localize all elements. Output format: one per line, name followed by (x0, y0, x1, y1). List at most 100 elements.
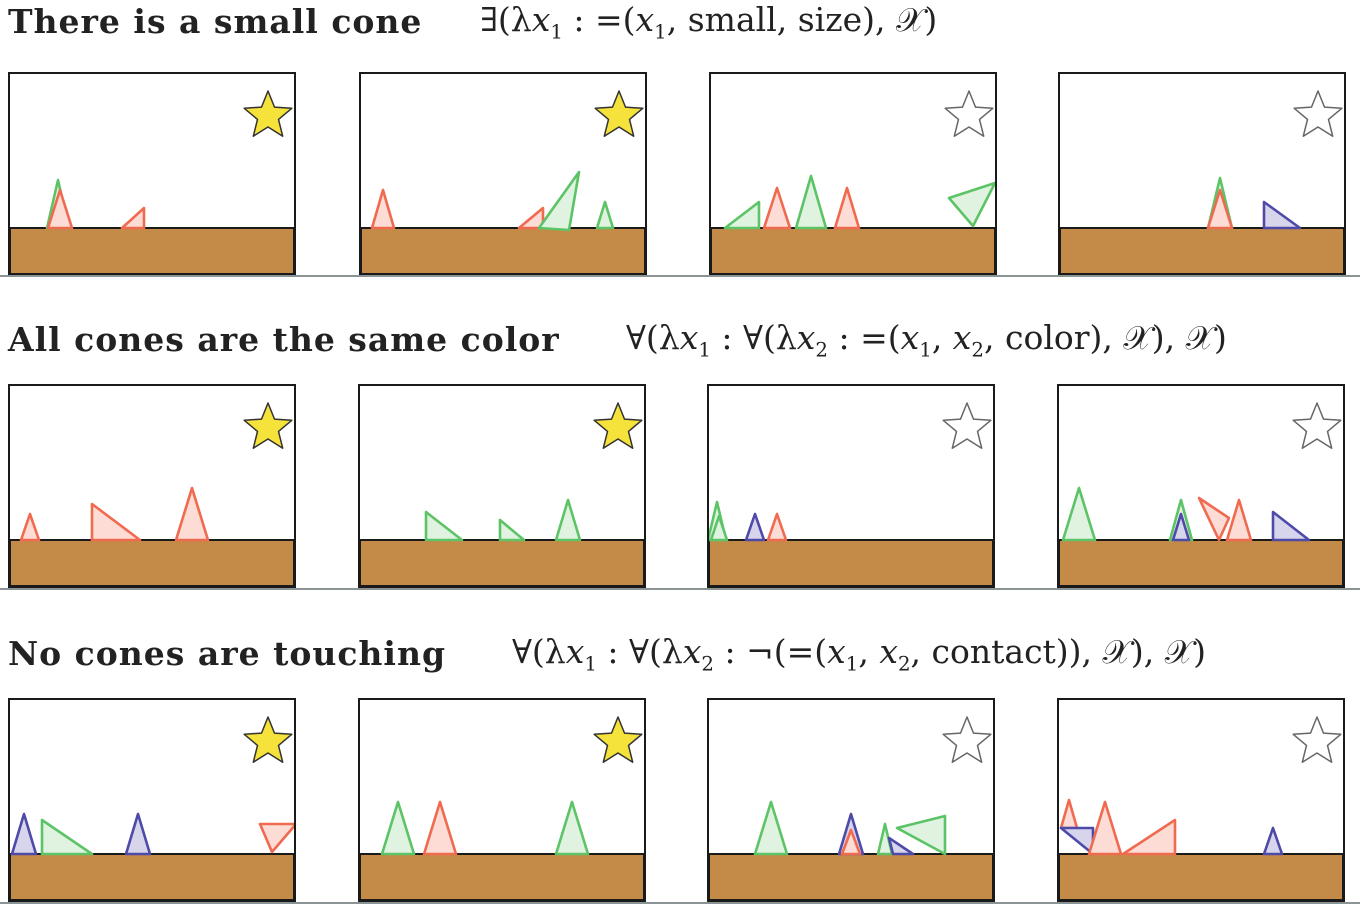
row-1-panel-1 (8, 72, 296, 276)
ground (361, 227, 645, 274)
red-cone-shape (762, 186, 792, 230)
green-cone-shape (554, 800, 590, 856)
blue-cone-shape (1262, 826, 1284, 856)
scene-canvas (360, 402, 644, 586)
empty-star-icon (1292, 716, 1342, 763)
red-cone-shape (840, 828, 862, 856)
row-1-formula: ∃(λx1 : =(x1, small, size), 𝒳) (480, 0, 938, 44)
ground (10, 227, 294, 274)
empty-star-icon (944, 90, 994, 137)
row-3-formula: ∀(λx1 : ∀(λx2 : ¬(=(x1, x2, contact)), 𝒳… (512, 632, 1207, 676)
red-cone-shape (174, 486, 210, 542)
blue-cone-shape (124, 812, 152, 856)
row-2-title: All cones are the same color (8, 320, 560, 359)
green-cone-shape (753, 800, 789, 856)
red-cone-shape (370, 188, 396, 230)
red-cone-shape (1087, 800, 1123, 856)
scene-canvas (361, 90, 645, 274)
scene-canvas (10, 90, 294, 274)
red-wedge-left-shape (90, 502, 142, 542)
green-cone-shape (709, 514, 729, 542)
green-tilted-shape (947, 181, 995, 228)
blue-cone-shape (10, 812, 38, 856)
row-1-panel-4 (1058, 72, 1346, 276)
empty-star-icon (942, 716, 992, 763)
red-cone-shape (1206, 188, 1234, 230)
blue-cone-shape (744, 512, 766, 542)
green-cone-shape (554, 498, 582, 542)
row-3-panel-2 (358, 698, 646, 902)
red-cone-shape (833, 186, 861, 230)
scene-canvas (10, 402, 294, 586)
scene-canvas (1060, 90, 1344, 274)
red-cone-shape (46, 188, 74, 230)
red-cone-shape (1059, 798, 1079, 830)
filled-star-icon (243, 402, 293, 449)
red-wedge-right-shape (1121, 818, 1177, 856)
ground (10, 539, 294, 586)
empty-star-icon (1293, 90, 1343, 137)
filled-star-icon (594, 90, 644, 137)
scene-canvas (10, 716, 294, 900)
red-tilted-shape (258, 822, 294, 854)
scene-canvas (1059, 716, 1343, 900)
filled-star-icon (593, 716, 643, 763)
scene-canvas (1059, 402, 1343, 586)
row-2-panel-1 (8, 384, 296, 588)
green-tilted-shape (537, 170, 581, 232)
green-cone-shape (595, 200, 615, 230)
row-3-panel-1 (8, 698, 296, 902)
row-2-panel-3 (707, 384, 995, 588)
red-wedge-right-shape (517, 206, 545, 230)
scene-canvas (360, 716, 644, 900)
red-cone-shape (422, 800, 458, 856)
ground (709, 539, 993, 586)
empty-star-icon (1292, 402, 1342, 449)
blue-wedge-left-shape (1271, 510, 1311, 542)
filled-star-icon (243, 716, 293, 763)
ground (709, 853, 993, 900)
row-3-panel-4 (1057, 698, 1345, 902)
row-1-panel-3 (709, 72, 997, 276)
ground (1059, 853, 1343, 900)
green-tilted-shape (895, 814, 947, 856)
blue-wedge-left-shape (1262, 200, 1302, 230)
red-cone-shape (1225, 498, 1253, 542)
filled-star-icon (243, 90, 293, 137)
row-2-panel-2 (358, 384, 646, 588)
blue-tilted-shape (887, 836, 915, 856)
row-3-title: No cones are touching (8, 634, 447, 673)
green-wedge-left-shape (498, 518, 526, 542)
red-tilted-shape (1197, 496, 1231, 542)
green-wedge-left-shape (40, 818, 94, 856)
scene-canvas (709, 716, 993, 900)
green-cone-shape (1061, 486, 1097, 542)
ground (360, 853, 644, 900)
row-2-formula: ∀(λx1 : ∀(λx2 : =(x1, x2, color), 𝒳), 𝒳) (626, 318, 1227, 362)
ground (360, 539, 644, 586)
red-cone-shape (19, 512, 41, 542)
blue-tilted-shape (1059, 826, 1095, 856)
green-cone-shape (380, 800, 416, 856)
green-wedge-right-shape (723, 200, 761, 230)
row-2-panel-4 (1057, 384, 1345, 588)
row-1-panel-2 (359, 72, 647, 276)
ground (1059, 539, 1343, 586)
blue-cone-shape (1171, 512, 1191, 542)
ground (711, 227, 995, 274)
row-3-panel-3 (707, 698, 995, 902)
empty-star-icon (942, 402, 992, 449)
row-2-baseline (0, 588, 1360, 590)
filled-star-icon (593, 402, 643, 449)
red-cone-shape (766, 512, 788, 542)
row-1-baseline (0, 275, 1360, 277)
ground (1060, 227, 1344, 274)
green-cone-shape (794, 174, 828, 230)
row-3-baseline (0, 902, 1360, 904)
row-1-title: There is a small cone (8, 2, 423, 41)
scene-canvas (709, 402, 993, 586)
green-wedge-left-shape (424, 510, 464, 542)
ground (10, 853, 294, 900)
scene-canvas (711, 90, 995, 274)
red-wedge-right-shape (120, 206, 146, 230)
